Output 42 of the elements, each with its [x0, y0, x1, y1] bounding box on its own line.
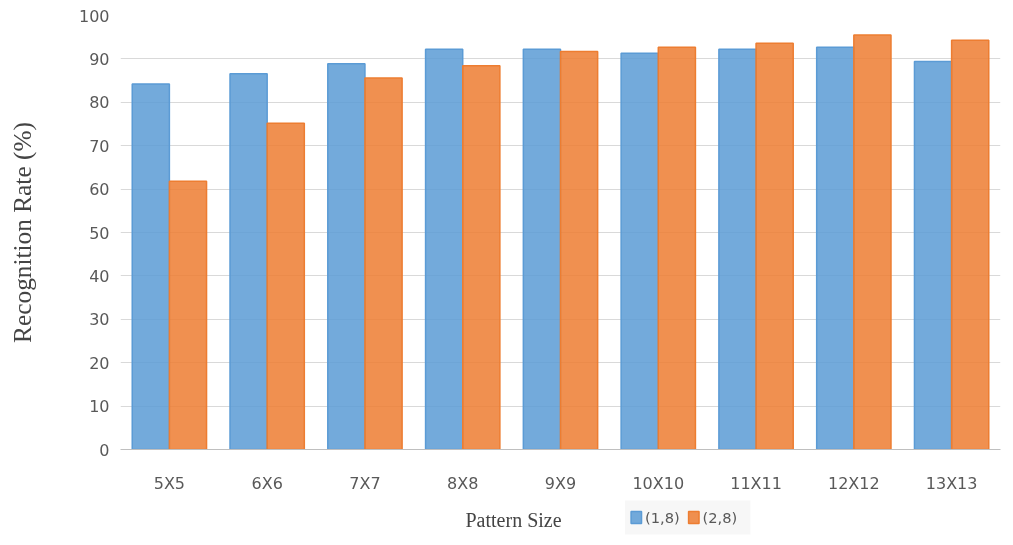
- x-axis-title: Pattern Size: [465, 508, 562, 531]
- bar: [168, 180, 208, 450]
- y-tick-label: 0: [99, 440, 110, 460]
- bar: [620, 52, 660, 450]
- bar: [364, 77, 403, 450]
- y-tick-label: 90: [89, 49, 110, 69]
- bar: [461, 65, 501, 450]
- bar: [327, 62, 366, 450]
- x-tick-label: 10X10: [632, 473, 685, 493]
- x-tick-label: 6X6: [251, 473, 283, 493]
- x-tick-label: 8X8: [447, 473, 479, 493]
- y-tick-label: 50: [89, 223, 110, 243]
- y-tick-label: 20: [89, 353, 110, 373]
- bar: [755, 42, 794, 450]
- bar: [522, 48, 562, 450]
- legend-label: (2,8): [702, 509, 738, 526]
- y-tick-label: 100: [78, 6, 110, 26]
- y-tick-label: 40: [89, 266, 110, 286]
- x-tick-label: 5X5: [153, 473, 186, 493]
- bar: [657, 46, 697, 450]
- x-tick-label: 9X9: [544, 473, 577, 493]
- bar: [266, 122, 306, 450]
- bar: [131, 83, 171, 450]
- x-tick-label: 7X7: [349, 473, 381, 493]
- y-tick-label: 70: [89, 136, 110, 156]
- bar: [718, 48, 757, 450]
- x-tick-label: 11X11: [730, 473, 782, 493]
- x-tick-label: 13X13: [925, 473, 978, 493]
- bar: [424, 48, 464, 450]
- x-tick-label: 12X12: [827, 473, 880, 493]
- bar: [913, 60, 953, 450]
- y-axis-title: Recognition Rate (%): [7, 122, 37, 343]
- bar: [853, 34, 892, 450]
- bar: [559, 50, 599, 450]
- bar: [950, 39, 990, 450]
- y-tick-label: 30: [89, 310, 110, 330]
- bar: [815, 46, 855, 450]
- y-tick-label: 60: [89, 180, 110, 200]
- bar: [229, 72, 268, 450]
- y-tick-label: 10: [89, 397, 110, 417]
- y-tick-label: 80: [89, 93, 110, 113]
- legend-label: (1,8): [645, 509, 680, 526]
